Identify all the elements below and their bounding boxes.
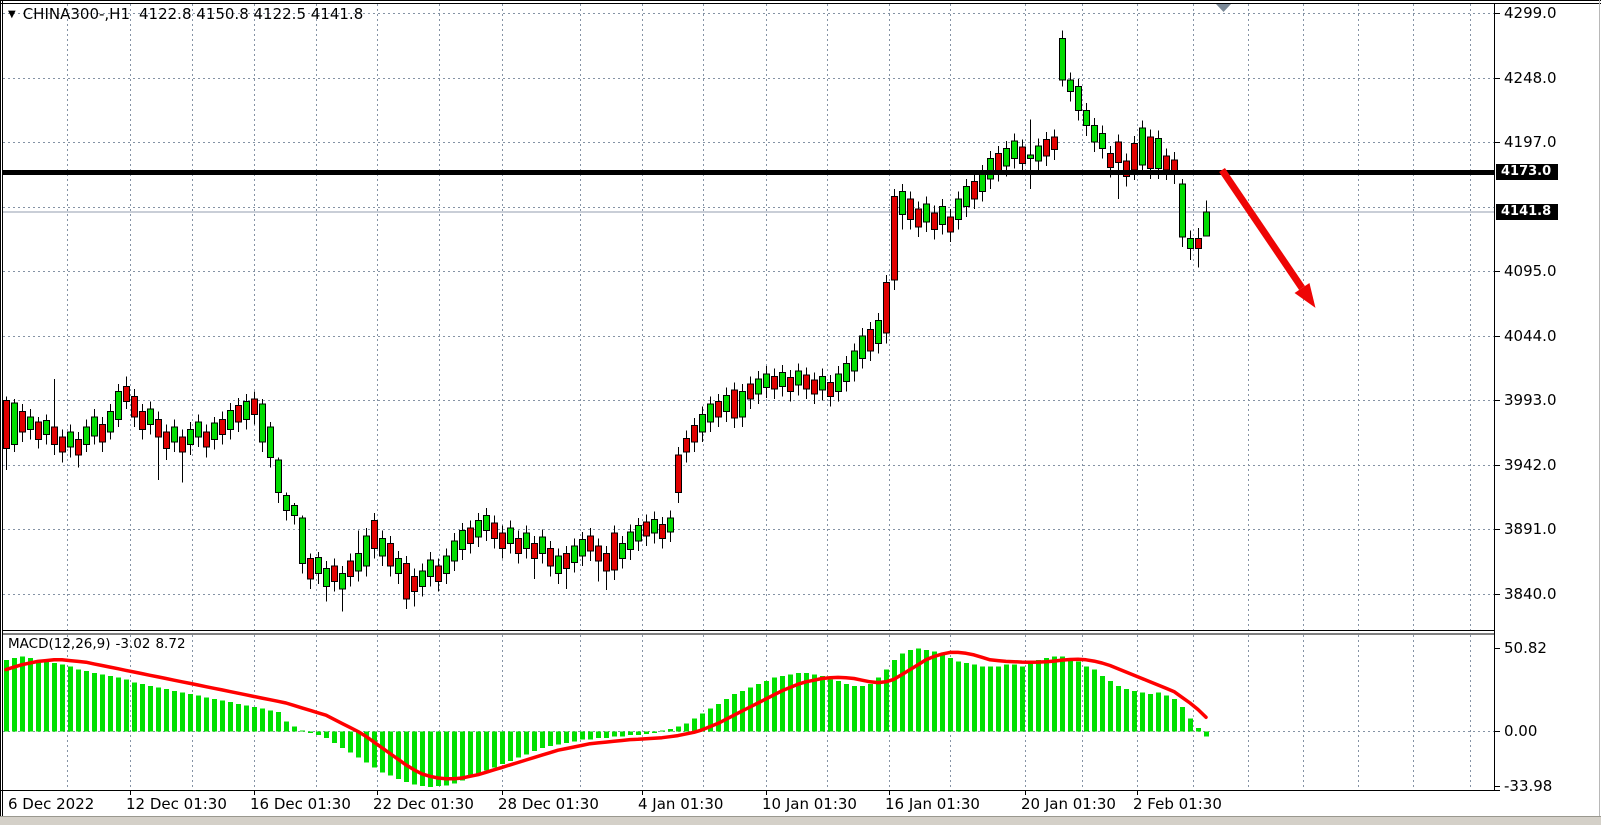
time-axis-label: 16 Dec 01:30 [250,795,351,813]
macd-label: MACD(12,26,9) -3.02 8.72 [8,636,191,652]
time-axis-label: 28 Dec 01:30 [498,795,599,813]
time-axis-label: 20 Jan 01:30 [1021,795,1116,813]
price-axis-label: 4248.0 [1504,69,1557,87]
candlestick-series [3,30,1210,612]
price-axis-label: 3891.0 [1504,520,1557,538]
time-axis-label: 2 Feb 01:30 [1133,795,1222,813]
price-axis-label: 3993.0 [1504,391,1557,409]
chart-title: ▼ CHINA300-,H1 4122.8 4150.8 4122.5 4141.8 [8,5,363,23]
macd-signal-line [4,650,1208,781]
price-axis-label: 3942.0 [1504,456,1557,474]
macd-value: -3.02 [115,636,151,652]
macd-axis-label: 0.00 [1504,722,1537,740]
symbol-dropdown-icon[interactable]: ▼ [8,9,16,20]
ohlc-values: 4122.8 4150.8 4122.5 4141.8 [139,5,364,23]
price-axis-label: 4044.0 [1504,327,1557,345]
time-axis-label: 4 Jan 01:30 [638,795,723,813]
symbol-period-label: CHINA300-,H1 [22,5,130,23]
price-axis[interactable]: 4299.0 4248.0 4197.0 4095.0 4044.0 3993.0 3942… [1504,4,1557,795]
price-axis-label: 4095.0 [1504,262,1557,280]
macd-signal-value: 8.72 [155,636,186,652]
trend-arrow[interactable] [1219,168,1316,308]
window-bottom-strip [0,816,1601,825]
time-axis-label: 6 Dec 2022 [8,795,94,813]
price-axis-label: 4197.0 [1504,133,1557,151]
time-axis-label: 22 Dec 01:30 [373,795,474,813]
macd-axis-label: 50.82 [1504,639,1547,657]
macd-indicator-name: MACD(12,26,9) [8,636,111,652]
grid-lines [3,4,1494,789]
bar-position-marker [1216,4,1231,12]
hline-price-tag: 4173.0 [1496,164,1558,180]
time-axis[interactable]: 6 Dec 2022 12 Dec 01:30 16 Dec 01:30 22 Dec… [8,795,1222,813]
current-price-tag: 4141.8 [1496,204,1558,220]
time-axis-label: 10 Jan 01:30 [762,795,857,813]
price-axis-label: 3840.0 [1504,585,1557,603]
price-axis-label: 4299.0 [1504,4,1557,22]
time-axis-label: 12 Dec 01:30 [126,795,227,813]
time-axis-label: 16 Jan 01:30 [885,795,980,813]
macd-axis-label: -33.98 [1504,777,1552,795]
macd-histogram [4,648,1209,787]
